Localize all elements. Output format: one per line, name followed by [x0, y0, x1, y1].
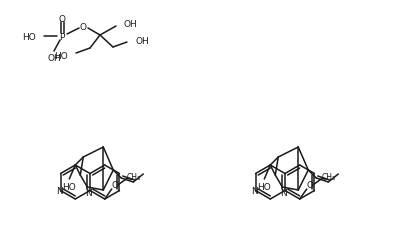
Text: N: N [251, 186, 258, 195]
Text: OH: OH [124, 19, 138, 28]
Text: N: N [85, 189, 92, 198]
Text: OH: OH [47, 53, 61, 62]
Text: HO: HO [22, 32, 36, 41]
Text: N: N [280, 189, 287, 198]
Text: OH: OH [135, 36, 149, 45]
Text: N: N [56, 186, 63, 195]
Text: HO: HO [54, 51, 68, 60]
Text: O: O [79, 22, 87, 32]
Text: P: P [59, 32, 65, 41]
Text: O: O [306, 181, 313, 190]
Text: O: O [111, 181, 118, 190]
Text: HO: HO [257, 182, 271, 191]
Text: CH₃: CH₃ [322, 172, 336, 181]
Text: O: O [59, 14, 65, 23]
Text: CH₃: CH₃ [127, 172, 141, 181]
Text: HO: HO [63, 182, 76, 191]
